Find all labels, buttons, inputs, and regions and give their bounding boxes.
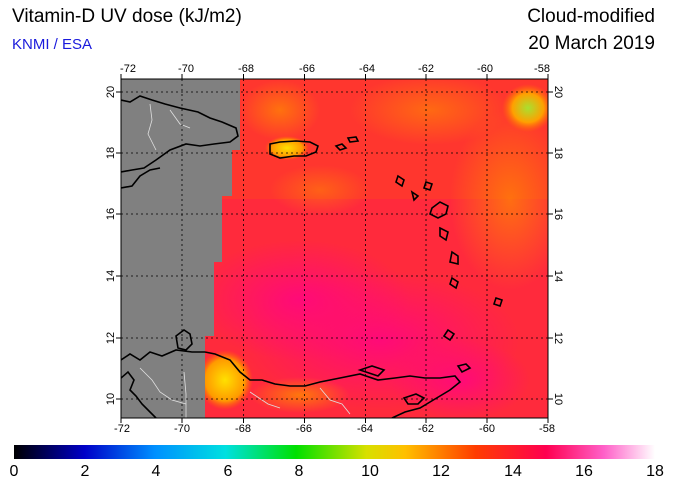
- lon-label-bottom: -60: [479, 423, 495, 435]
- lon-label-bottom: -64: [357, 423, 373, 435]
- colorbar-label: 6: [223, 463, 233, 480]
- colorbar-label: 14: [504, 463, 522, 480]
- coastlines: [121, 95, 504, 418]
- colorbar-label: 2: [80, 463, 90, 480]
- lat-label-left: 14: [105, 270, 117, 282]
- lon-label-bottom: -62: [418, 423, 434, 435]
- date-label: 20 March 2019: [528, 33, 655, 54]
- lon-label-top: -62: [418, 63, 434, 75]
- tick-marks: [116, 74, 553, 423]
- map-title: Vitamin-D UV dose (kJ/m2): [12, 6, 242, 27]
- colorbar-label: 4: [151, 463, 161, 480]
- lat-label-right: 16: [552, 208, 564, 220]
- lat-label-left: 20: [105, 86, 117, 98]
- lat-label-left: 18: [105, 147, 117, 159]
- lon-label-bottom: -58: [539, 423, 555, 435]
- lon-label-bottom: -68: [235, 423, 251, 435]
- colorbar-label: 8: [294, 463, 304, 480]
- colorbar-label: 10: [361, 463, 379, 480]
- product-label: Cloud-modified: [527, 6, 655, 27]
- lon-label-top: -58: [534, 63, 550, 75]
- lat-label-right: 14: [552, 270, 564, 282]
- colorbar: [14, 445, 655, 459]
- map-frame: [120, 78, 549, 419]
- lat-label-right: 20: [552, 86, 564, 98]
- lon-label-top: -72: [120, 63, 136, 75]
- lon-label-top: -68: [238, 63, 254, 75]
- lat-label-left: 16: [105, 208, 117, 220]
- credit-label: KNMI / ESA: [12, 36, 93, 53]
- lon-label-top: -70: [178, 63, 194, 75]
- uv-field: [121, 79, 548, 418]
- graticule: [121, 79, 548, 418]
- lat-label-left: 12: [105, 332, 117, 344]
- lat-label-right: 10: [552, 393, 564, 405]
- lon-label-bottom: -66: [296, 423, 312, 435]
- country-borders: [139, 103, 351, 418]
- lat-label-right: 18: [552, 147, 564, 159]
- colorbar-label: 18: [646, 463, 664, 480]
- colorbar-label: 12: [432, 463, 450, 480]
- lat-label-left: 10: [105, 393, 117, 405]
- lon-label-bottom: -72: [114, 423, 130, 435]
- lon-label-top: -60: [477, 63, 493, 75]
- lon-label-top: -66: [299, 63, 315, 75]
- colorbar-label: 0: [9, 463, 19, 480]
- lon-label-bottom: -70: [174, 423, 190, 435]
- colorbar-label: 16: [575, 463, 593, 480]
- lon-label-top: -64: [359, 63, 375, 75]
- lat-label-right: 12: [552, 332, 564, 344]
